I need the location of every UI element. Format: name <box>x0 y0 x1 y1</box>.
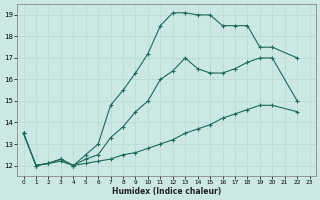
X-axis label: Humidex (Indice chaleur): Humidex (Indice chaleur) <box>112 187 221 196</box>
